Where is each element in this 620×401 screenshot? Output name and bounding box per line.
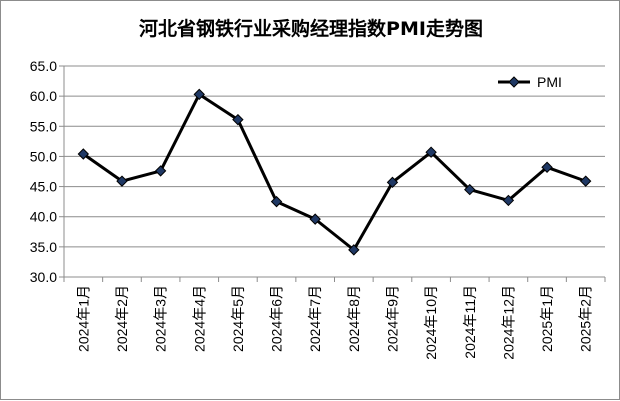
x-tick-labels: 2024年1月 2024年2月 2024年3月 2024年4月 2024年5月 2024年… bbox=[75, 285, 593, 360]
data-point-marker bbox=[386, 176, 399, 189]
x-tick-label: 2024年12月 bbox=[500, 285, 516, 360]
y-tick-labels: 65.0 60.0 55.0 50.0 45.0 40.0 35.0 30.0 bbox=[30, 58, 57, 285]
x-tick-label: 2024年5月 bbox=[230, 285, 246, 352]
data-point-marker bbox=[502, 194, 515, 207]
data-point-marker bbox=[232, 113, 244, 126]
x-tick-label: 2024年1月 bbox=[75, 285, 91, 352]
x-tick-label: 2025年1月 bbox=[539, 285, 555, 352]
data-point-marker bbox=[464, 183, 476, 196]
x-tick-label: 2024年4月 bbox=[191, 285, 207, 352]
x-tick-label: 2025年2月 bbox=[578, 285, 594, 352]
series-pmi bbox=[77, 88, 592, 256]
series-line-pmi bbox=[82, 92, 587, 252]
x-tick-label: 2024年6月 bbox=[269, 285, 285, 352]
x-tick-label: 2024年10月 bbox=[423, 285, 439, 360]
x-tick-label: 2024年7月 bbox=[307, 285, 323, 352]
data-point-marker bbox=[309, 213, 321, 225]
x-tick-label: 2024年8月 bbox=[346, 285, 362, 352]
data-point-marker bbox=[425, 146, 437, 158]
y-tick-label: 35.0 bbox=[30, 239, 57, 255]
legend-diamond-icon bbox=[508, 76, 520, 88]
data-point-marker bbox=[579, 175, 592, 187]
y-tick-label: 45.0 bbox=[30, 179, 57, 195]
y-tick-label: 65.0 bbox=[30, 58, 57, 74]
data-point-marker bbox=[541, 161, 553, 173]
y-tick-label: 55.0 bbox=[30, 118, 57, 134]
x-tick-label: 2024年2月 bbox=[114, 285, 130, 352]
data-point-marker bbox=[116, 175, 128, 187]
x-tick-label: 2024年9月 bbox=[384, 285, 400, 352]
legend-label-pmi: PMI bbox=[537, 74, 562, 90]
x-tick-label: 2024年11月 bbox=[462, 285, 478, 359]
axes bbox=[63, 66, 606, 282]
x-tick-label: 2024年3月 bbox=[153, 285, 169, 352]
data-point-marker bbox=[193, 88, 205, 101]
data-point-marker bbox=[77, 148, 90, 160]
chart-title: 河北省钢铁行业采购经理指数PMI走势图 bbox=[139, 17, 483, 40]
legend: PMI bbox=[498, 74, 562, 90]
data-point-marker bbox=[154, 165, 167, 177]
y-tick-label: 40.0 bbox=[30, 209, 57, 225]
y-tick-label: 60.0 bbox=[30, 88, 57, 104]
data-point-marker bbox=[348, 244, 360, 256]
y-tick-label: 30.0 bbox=[30, 269, 57, 285]
data-point-marker bbox=[270, 195, 283, 208]
gridlines bbox=[59, 65, 605, 278]
y-tick-label: 50.0 bbox=[30, 148, 57, 164]
